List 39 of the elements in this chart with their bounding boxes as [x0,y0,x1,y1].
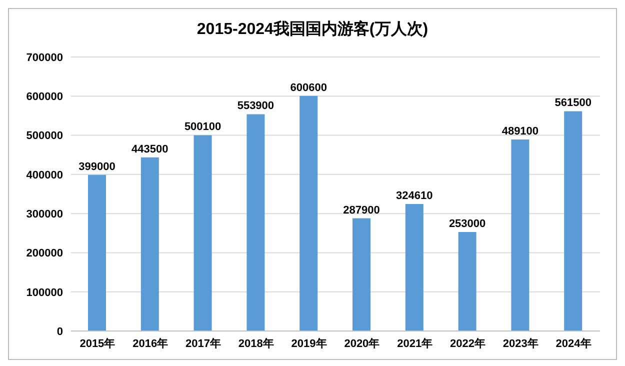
y-tick-label: 600000 [26,91,63,104]
data-label: 287900 [343,204,380,216]
x-tick-label: 2019年 [291,336,327,350]
bar [352,218,370,331]
data-label: 253000 [448,218,486,230]
x-tick-label: 2023年 [502,336,538,350]
y-tick-label: 400000 [26,169,63,182]
y-tick-label: 300000 [26,208,63,220]
x-tick-label: 2015年 [80,336,116,350]
chart-title: 2015-2024我国国内游客(万人次) [196,19,430,40]
data-label: 489100 [502,126,539,138]
bar [458,232,476,331]
bar [140,157,159,331]
bar [511,140,530,331]
data-label: 324610 [396,190,433,202]
bar [194,135,212,331]
bar [88,174,106,331]
y-tick-label: 100000 [26,286,63,299]
x-tick-label: 2022年 [450,336,486,350]
data-label: 399000 [78,160,116,173]
bar [300,96,318,331]
data-label: 600600 [290,82,327,94]
y-tick-label: 700000 [26,52,63,64]
y-tick-label: 500000 [26,130,63,142]
x-tick-label: 2018年 [238,336,274,350]
y-tick-label: 200000 [26,248,63,260]
bar [405,204,424,331]
x-tick-label: 2024年 [556,336,592,350]
data-label: 500100 [184,121,222,134]
bar [246,114,265,331]
data-label: 553900 [237,100,274,112]
data-label: 443500 [132,143,168,156]
x-tick-label: 2021年 [397,336,433,350]
bar [564,111,582,331]
x-tick-label: 2020年 [344,336,380,350]
x-tick-label: 2016年 [132,336,168,350]
y-tick-label: 0 [56,326,63,338]
x-tick-label: 2017年 [186,336,221,350]
data-label: 561500 [554,97,592,110]
